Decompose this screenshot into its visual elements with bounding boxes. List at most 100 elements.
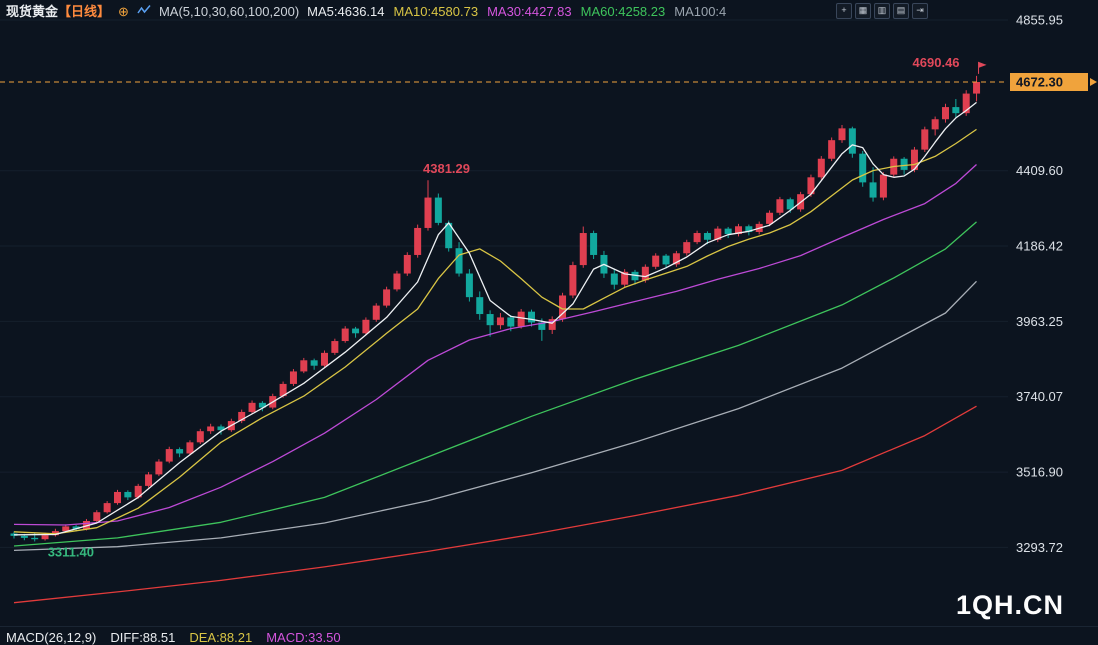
layout-rows-icon[interactable]: ▤ [893,3,909,19]
ma-values: MA5:4636.14 MA10:4580.73 MA30:4427.83 MA60:… [307,3,726,20]
candle-body [145,474,153,486]
macd-segment-3: MACD:33.50 [266,630,341,645]
candle-body [962,93,970,114]
add-indicator-icon[interactable]: ⊕ [118,4,129,19]
candle-body [362,319,370,334]
pane-divider [0,626,1098,627]
candle-body [445,222,453,249]
last-price-badge [1010,73,1088,92]
candle-body [952,107,960,114]
candle-body [196,431,204,443]
ma-line-MA200 [13,405,977,604]
candle-body [331,341,339,353]
candle-body [414,227,422,255]
candle-body [300,360,308,372]
ma-value-0: MA5:4636.14 [307,4,385,19]
price-annotation: 3311.40 [48,544,94,559]
candle-body [786,199,794,210]
candle-body [910,149,918,170]
candle-body [124,491,132,498]
candle-body [207,426,215,432]
candle-body [693,233,701,243]
y-axis-label: 3516.90 [1016,465,1063,480]
price-annotation: 4690.46 [913,55,960,70]
candle-body [434,197,442,223]
symbol-name: 现货黄金 [6,4,59,19]
candle-body [258,402,266,408]
candle-body [31,537,39,540]
ma-settings-label[interactable]: MA(5,10,30,60,100,200) [158,4,300,19]
y-axis-label: 4409.60 [1016,163,1063,178]
layout-grid-icon[interactable]: ▦ [855,3,871,19]
candle-body [465,273,473,298]
candle-body [455,248,463,274]
candle-body [341,328,349,342]
candle-body [82,520,90,530]
ma-line-MA10 [13,128,977,535]
candle-body [838,128,846,141]
y-axis-label: 4855.95 [1016,13,1063,28]
ma-value-1: MA10:4580.73 [393,4,479,19]
candle-body [931,119,939,130]
candle-body [217,426,225,431]
candle-body [631,271,639,281]
ma-line-MA60 [13,221,977,547]
last-price-value: 4672.30 [1016,75,1063,90]
candle-body [745,226,753,233]
candle-body [41,535,49,540]
ma-value-4: MA100:4 [674,4,727,19]
candle-body [279,383,287,397]
candle-body [766,212,774,224]
candle-body [714,228,722,240]
ma-value-3: MA60:4258.23 [580,4,666,19]
candle-body [848,128,856,154]
candle-body [93,512,101,521]
candle-body [321,352,328,366]
candle-body [879,174,887,198]
candle-body [641,266,649,281]
candle-body [662,255,670,265]
price-annotation: 4381.29 [423,161,470,176]
candle-body [942,107,949,120]
candle-body [973,82,981,94]
candle-body [289,371,297,384]
candle-body [134,485,142,498]
candle-body [683,242,691,254]
candle-body [817,158,825,178]
symbol-title: 现货黄金【日线】 [6,3,110,20]
candle-body [62,526,70,532]
layout-columns-icon[interactable]: ▥ [874,3,890,19]
candle-body [165,449,173,462]
watermark: 1QH.CN [955,590,1064,620]
add-pane-icon[interactable]: + [836,3,852,19]
candle-body [155,461,163,475]
candle-body [393,273,401,290]
candle-body [186,442,194,454]
macd-segment-0: MACD(26,12,9) [6,630,97,645]
expand-right-icon[interactable]: ⇥ [912,3,928,19]
macd-indicator-header: MACD(26,12,9) DIFF:88.51 DEA:88.21 MACD:33.… [6,630,341,645]
candle-body [403,254,411,274]
jump-to-latest-icon[interactable] [1090,78,1097,87]
candle-body [486,314,494,326]
candle-body [424,197,432,228]
candle-body [776,199,784,213]
candle-body [900,158,908,170]
candle-body [672,253,680,265]
candle-body [703,233,711,240]
candle-body [579,233,587,266]
candle-body [538,322,546,330]
candle-body [248,402,256,412]
candle-body [921,129,929,150]
chart-header: 现货黄金【日线】 ⊕ MA(5,10,30,60,100,200) MA5:46… [6,3,726,20]
candle-body [507,317,515,327]
period-label[interactable]: 【日线】 [58,4,111,19]
y-axis-label: 4186.42 [1016,239,1063,254]
macd-segment-1: DIFF:88.51 [110,630,176,645]
ma-value-2: MA30:4427.83 [487,4,572,19]
candle-body [310,360,318,366]
kline-style-icon[interactable] [137,3,151,20]
ma-line-MA100 [13,280,977,552]
